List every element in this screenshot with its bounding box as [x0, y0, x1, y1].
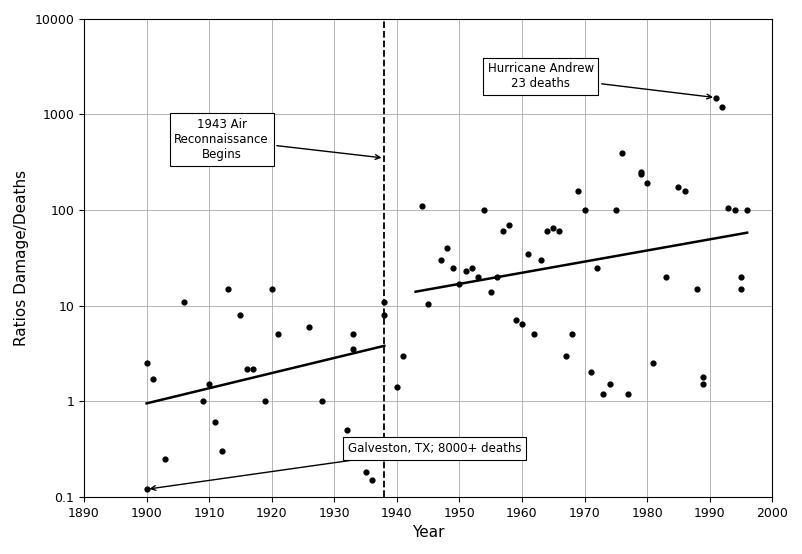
Point [440, 244, 453, 253]
Point [215, 447, 228, 455]
Point [697, 372, 710, 381]
Y-axis label: Ratios Damage/Deaths: Ratios Damage/Deaths [14, 170, 29, 346]
Point [460, 266, 472, 275]
Point [603, 380, 616, 389]
Point [496, 227, 509, 235]
Point [265, 284, 278, 293]
Point [735, 273, 747, 281]
Point [553, 227, 566, 235]
Point [597, 389, 610, 398]
Point [241, 364, 253, 373]
Point [522, 249, 535, 258]
Point [559, 351, 572, 360]
Point [484, 288, 497, 296]
Point [315, 397, 328, 406]
Point [722, 204, 735, 213]
Point [465, 263, 478, 272]
Point [503, 220, 516, 229]
Point [641, 179, 654, 188]
Point [710, 93, 723, 102]
Point [147, 375, 160, 384]
Point [272, 330, 285, 339]
Point [340, 425, 353, 434]
Point [415, 202, 428, 211]
Point [234, 310, 247, 319]
Point [140, 485, 153, 494]
Point [509, 316, 522, 325]
Point [528, 330, 541, 339]
Point [659, 273, 672, 281]
Point [391, 383, 403, 392]
Point [196, 397, 209, 406]
Point [346, 345, 359, 353]
Point [516, 319, 529, 328]
Point [634, 170, 647, 178]
Point [346, 330, 359, 339]
Point [647, 359, 660, 368]
Point [159, 454, 172, 463]
Point [691, 284, 703, 293]
Point [697, 380, 710, 389]
Point [221, 284, 234, 293]
Point [447, 263, 460, 272]
Point [678, 186, 691, 195]
Point [541, 227, 553, 235]
Point [534, 255, 547, 264]
Text: 1943 Air
Reconnaissance
Begins: 1943 Air Reconnaissance Begins [174, 118, 380, 161]
Point [209, 418, 222, 427]
Point [203, 380, 216, 389]
Text: Galveston, TX; 8000+ deaths: Galveston, TX; 8000+ deaths [151, 442, 521, 490]
Point [478, 206, 491, 214]
Point [728, 206, 741, 214]
Point [491, 273, 504, 281]
Point [610, 206, 622, 214]
Point [434, 255, 447, 264]
Point [453, 279, 466, 288]
Point [578, 206, 591, 214]
Point [140, 359, 153, 368]
Point [397, 351, 410, 360]
Point [590, 263, 603, 272]
Point [565, 330, 578, 339]
Point [472, 273, 484, 281]
Point [303, 322, 316, 331]
Point [378, 297, 391, 306]
Point [422, 299, 435, 308]
Point [634, 168, 647, 177]
Point [366, 475, 379, 484]
Point [622, 389, 634, 398]
Point [359, 468, 372, 477]
Point [741, 206, 754, 214]
Point [672, 182, 685, 191]
Point [616, 148, 629, 157]
Point [572, 186, 585, 195]
Text: Hurricane Andrew
23 deaths: Hurricane Andrew 23 deaths [488, 63, 711, 99]
X-axis label: Year: Year [412, 525, 444, 540]
Point [259, 397, 272, 406]
Point [735, 284, 747, 293]
Point [585, 368, 597, 377]
Point [246, 364, 259, 373]
Point [715, 102, 728, 111]
Point [378, 310, 391, 319]
Point [178, 297, 191, 306]
Point [547, 223, 560, 232]
